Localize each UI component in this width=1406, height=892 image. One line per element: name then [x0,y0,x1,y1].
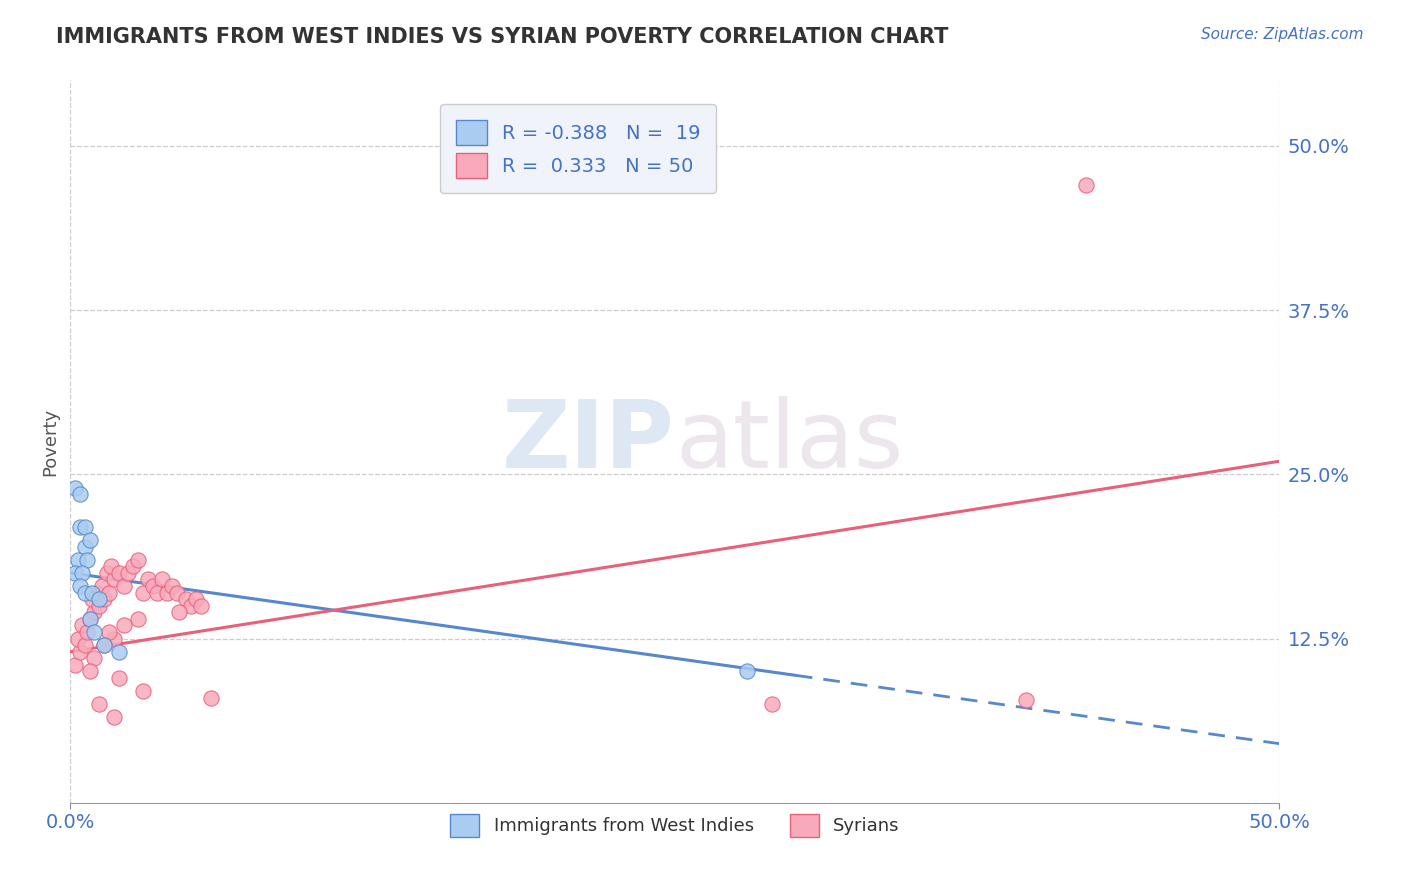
Point [76,553,98,567]
Point [93,638,115,652]
Point [107,645,129,659]
Point [122,559,145,574]
Point [1014,693,1036,707]
Point [103,632,125,646]
Point [100,559,122,574]
Point [73,520,96,534]
Point [737,665,759,679]
Point [73,638,96,652]
Point [69,645,91,659]
Point [89,698,111,712]
Point [90,579,112,593]
Point [69,579,91,593]
Point [200,690,222,705]
Point [1074,178,1097,193]
Point [136,573,159,587]
Point [63,566,86,580]
Point [79,612,101,626]
Point [176,592,198,607]
Point [167,605,190,619]
Text: Source: ZipAtlas.com: Source: ZipAtlas.com [1201,27,1364,42]
Point [107,566,129,580]
Point [117,566,139,580]
Point [89,599,111,613]
Point [72,618,94,632]
Point [76,625,98,640]
Point [112,579,135,593]
Point [93,638,115,652]
Point [69,520,91,534]
Y-axis label: Poverty: Poverty [41,408,59,475]
Point [83,625,105,640]
Point [98,585,121,599]
Point [72,566,94,580]
Point [156,585,179,599]
Point [83,605,105,619]
Point [66,553,89,567]
Point [80,592,103,607]
Point [96,566,118,580]
Point [103,710,125,724]
Point [160,579,183,593]
Point [132,684,155,698]
Text: ZIP: ZIP [502,395,675,488]
Point [79,533,101,547]
Legend: Immigrants from West Indies, Syrians: Immigrants from West Indies, Syrians [436,799,914,852]
Point [761,698,783,712]
Point [79,665,101,679]
Point [141,579,163,593]
Point [80,585,103,599]
Point [150,573,173,587]
Point [132,585,155,599]
Point [69,487,91,501]
Point [83,651,105,665]
Point [73,585,96,599]
Point [166,585,188,599]
Point [184,592,207,607]
Point [86,585,108,599]
Point [98,625,121,640]
Text: atlas: atlas [675,395,903,488]
Point [180,599,202,613]
Point [112,618,135,632]
Point [127,553,149,567]
Point [146,585,169,599]
Point [127,612,149,626]
Point [93,592,115,607]
Point [103,573,125,587]
Point [63,481,86,495]
Point [73,540,96,554]
Point [66,632,89,646]
Text: IMMIGRANTS FROM WEST INDIES VS SYRIAN POVERTY CORRELATION CHART: IMMIGRANTS FROM WEST INDIES VS SYRIAN PO… [56,27,949,46]
Point [79,612,101,626]
Point [107,671,129,685]
Point [63,657,86,672]
Point [89,592,111,607]
Point [190,599,212,613]
